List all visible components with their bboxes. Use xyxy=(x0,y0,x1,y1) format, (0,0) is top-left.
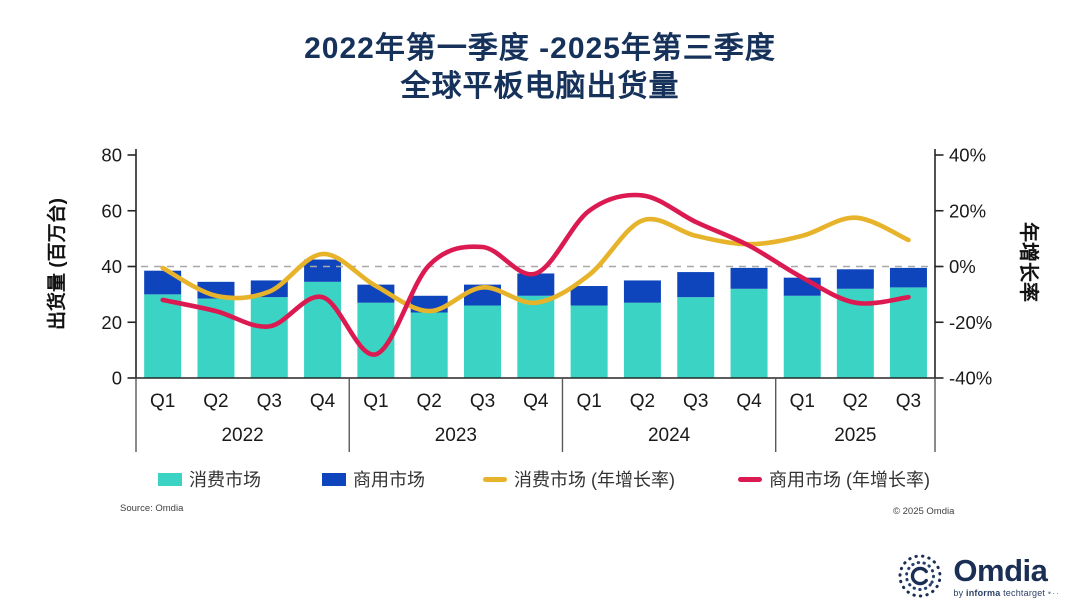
quarter-label: Q4 xyxy=(523,391,549,412)
right-tick-label: -40% xyxy=(949,368,992,389)
year-label: 2023 xyxy=(435,425,477,446)
legend-item-commercial-growth: 商用市场 (年增长率) xyxy=(738,469,930,490)
bar-commercial-13 xyxy=(836,269,874,289)
copyright-note: © 2025 Omdia xyxy=(893,506,955,517)
bar-consumer-2 xyxy=(250,297,288,378)
quarter-label: Q3 xyxy=(257,391,282,412)
bar-commercial-9 xyxy=(623,280,661,303)
left-tick-label: 0 xyxy=(112,368,122,389)
quarter-label: Q2 xyxy=(203,391,228,412)
chart-title-line1: 2022年第一季度 -2025年第三季度 xyxy=(304,32,776,65)
left-axis-title: 出货量 (百万台) xyxy=(45,198,68,330)
quarter-label: Q4 xyxy=(736,391,762,412)
commercial-market-swatch xyxy=(322,472,346,486)
left-tick-label: 80 xyxy=(101,145,122,166)
tagline-by: by xyxy=(953,587,964,598)
bar-consumer-10 xyxy=(677,297,715,378)
bar-consumer-9 xyxy=(623,302,661,378)
consumer-growth-line-swatch xyxy=(483,476,507,482)
bar-commercial-11 xyxy=(730,267,768,289)
right-axis-title: 年增长率 xyxy=(1017,222,1041,302)
right-tick-label: 40% xyxy=(949,145,986,166)
quarter-label: Q3 xyxy=(470,391,495,412)
omdia-logo-icon xyxy=(898,554,942,598)
legend-label: 消费市场 xyxy=(189,470,261,490)
bar-consumer-0 xyxy=(144,294,182,378)
legend-item-consumer-market: 消费市场 xyxy=(158,469,261,490)
quarter-label: Q1 xyxy=(363,391,388,412)
quarter-label: Q3 xyxy=(683,391,708,412)
quarter-label: Q3 xyxy=(896,391,921,412)
commercial-growth-line-swatch xyxy=(738,476,762,482)
omdia-tagline: by informa techtarget •·· xyxy=(953,587,1060,598)
year-label: 2024 xyxy=(648,425,691,446)
quarter-label: Q1 xyxy=(150,391,175,412)
consumer-growth-line xyxy=(160,215,911,314)
quarter-label: Q2 xyxy=(417,391,442,412)
commercial-growth-line xyxy=(160,192,911,357)
right-tick-label: 0% xyxy=(949,256,976,277)
omdia-wordmark: Omdia xyxy=(953,552,1048,588)
bar-consumer-6 xyxy=(464,305,502,378)
consumer-market-swatch xyxy=(158,472,182,486)
bar-commercial-7 xyxy=(517,273,555,296)
legend-label: 商用市场 xyxy=(353,470,425,490)
quarter-label: Q1 xyxy=(790,391,815,412)
legend-item-consumer-growth: 消费市场 (年增长率) xyxy=(483,469,675,490)
bar-consumer-12 xyxy=(783,295,821,378)
year-label: 2025 xyxy=(834,425,876,446)
quarter-label: Q2 xyxy=(843,391,868,412)
year-label: 2022 xyxy=(221,425,263,446)
bar-consumer-11 xyxy=(730,288,768,378)
right-tick-label: 20% xyxy=(949,200,986,221)
legend-label: 商用市场 (年增长率) xyxy=(769,470,930,490)
bar-consumer-5 xyxy=(410,312,448,378)
omdia-logo: Omdia by informa techtarget •·· xyxy=(896,552,1060,600)
bar-commercial-10 xyxy=(677,272,715,298)
legend-label: 消费市场 (年增长率) xyxy=(514,470,675,490)
omdia-logo-text: Omdia by informa techtarget •·· xyxy=(953,555,1060,598)
tagline-rest: techtarget xyxy=(1003,587,1046,598)
axes: 0 20 40 60 80 -40% -20% 0% 20% 40% Q1 Q2 Q3 Q4 2022 Q1 Q… xyxy=(101,145,992,452)
quarter-label: Q1 xyxy=(576,391,601,412)
bar-commercial-0 xyxy=(144,270,182,295)
quarter-label: Q2 xyxy=(630,391,655,412)
bar-commercial-3 xyxy=(304,259,342,282)
bar-consumer-8 xyxy=(570,305,608,378)
bar-consumer-7 xyxy=(517,295,555,378)
tagline-brand: informa xyxy=(966,587,1001,598)
left-tick-label: 40 xyxy=(101,256,122,277)
bars-group xyxy=(144,259,927,378)
bar-consumer-14 xyxy=(889,287,927,378)
right-tick-label: -20% xyxy=(949,312,992,333)
chart-title: 2022年第一季度 -2025年第三季度 全球平板电脑出货量 xyxy=(0,30,1080,106)
legend-item-commercial-market: 商用市场 xyxy=(322,469,425,490)
bar-commercial-14 xyxy=(889,267,927,288)
source-note: Source: Omdia xyxy=(120,503,184,514)
left-tick-label: 20 xyxy=(101,312,122,333)
quarter-label: Q4 xyxy=(310,391,336,412)
tagline-dots: •·· xyxy=(1047,587,1060,598)
chart-title-line2: 全球平板电脑出货量 xyxy=(400,70,680,103)
left-tick-label: 60 xyxy=(101,200,122,221)
bar-commercial-8 xyxy=(570,286,608,306)
